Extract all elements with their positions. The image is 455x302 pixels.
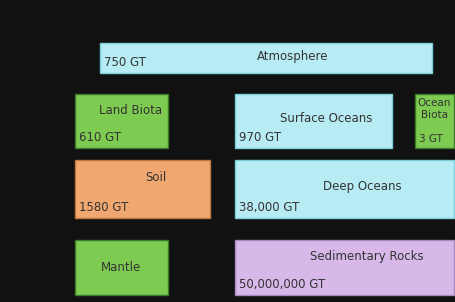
FancyBboxPatch shape	[235, 240, 454, 295]
Text: 50,000,000 GT: 50,000,000 GT	[239, 278, 325, 291]
FancyBboxPatch shape	[235, 160, 454, 218]
FancyBboxPatch shape	[75, 160, 210, 218]
Text: Land Biota: Land Biota	[99, 104, 162, 117]
FancyBboxPatch shape	[235, 94, 392, 148]
FancyBboxPatch shape	[75, 240, 168, 295]
Text: Surface Oceans: Surface Oceans	[280, 112, 372, 125]
Text: 1580 GT: 1580 GT	[79, 201, 128, 214]
Text: Deep Oceans: Deep Oceans	[323, 180, 401, 193]
Text: 610 GT: 610 GT	[79, 131, 121, 144]
Text: Mantle: Mantle	[101, 261, 142, 274]
Text: 750 GT: 750 GT	[104, 56, 146, 69]
Text: Atmosphere: Atmosphere	[257, 50, 329, 63]
FancyBboxPatch shape	[75, 94, 168, 148]
FancyBboxPatch shape	[415, 94, 454, 148]
FancyBboxPatch shape	[100, 43, 432, 73]
Text: Soil: Soil	[146, 171, 167, 184]
Text: Ocean
Biota: Ocean Biota	[418, 98, 451, 120]
Text: Sedimentary Rocks: Sedimentary Rocks	[309, 250, 423, 263]
Text: 38,000 GT: 38,000 GT	[239, 201, 299, 214]
Text: 970 GT: 970 GT	[239, 131, 281, 144]
Text: 3 GT: 3 GT	[419, 134, 443, 144]
